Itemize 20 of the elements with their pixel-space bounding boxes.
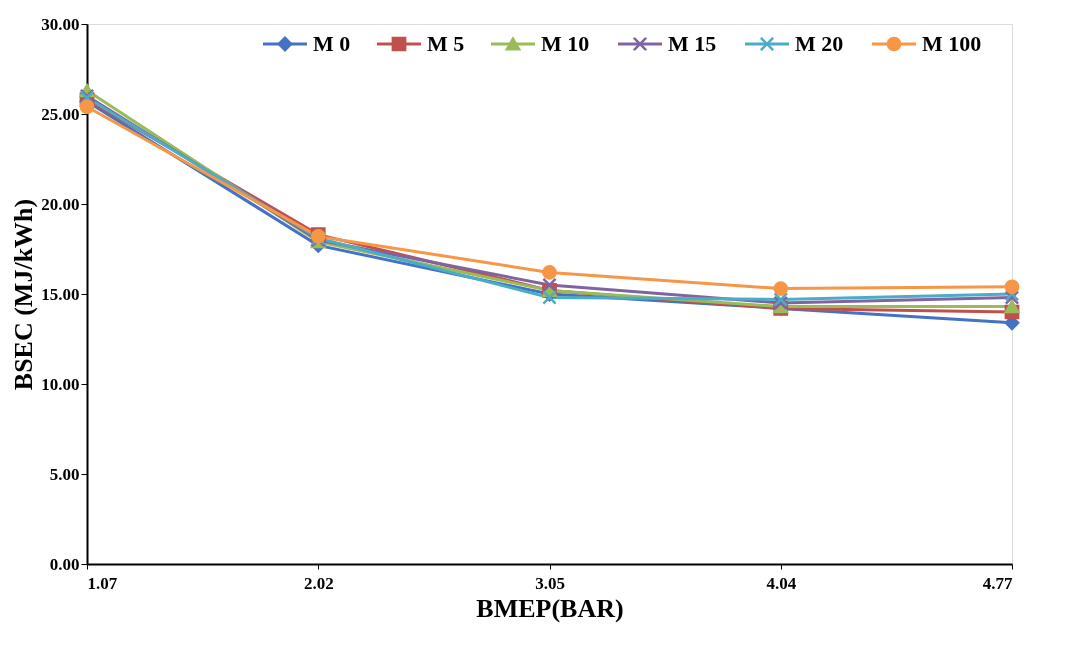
y-tick-label: 10.00: [41, 374, 80, 394]
y-tick-label: 0.00: [49, 554, 80, 574]
y-tick-label: 20.00: [41, 194, 80, 214]
x-tick-label: 2.02: [303, 573, 334, 593]
legend-label: M 15: [668, 31, 717, 56]
legend-label: M 100: [922, 31, 982, 56]
legend-label: M 20: [795, 31, 844, 56]
y-tick-label: 25.00: [41, 104, 80, 124]
legend-label: M 10: [541, 31, 590, 56]
y-axis-title: BSEC (MJ/kWh): [9, 198, 39, 391]
y-tick-label: 15.00: [41, 284, 80, 304]
x-tick-label: 4.04: [766, 573, 797, 593]
legend-label: M 5: [427, 31, 465, 56]
x-tick-label: 4.77: [982, 573, 1013, 593]
x-axis-title: BMEP(BAR): [476, 593, 624, 623]
legend-label: M 0: [313, 31, 351, 56]
y-tick-label: 30.00: [41, 14, 80, 34]
x-tick-label: 1.07: [87, 573, 118, 593]
y-tick-label: 5.00: [49, 464, 80, 484]
x-tick-label: 3.05: [535, 573, 565, 593]
